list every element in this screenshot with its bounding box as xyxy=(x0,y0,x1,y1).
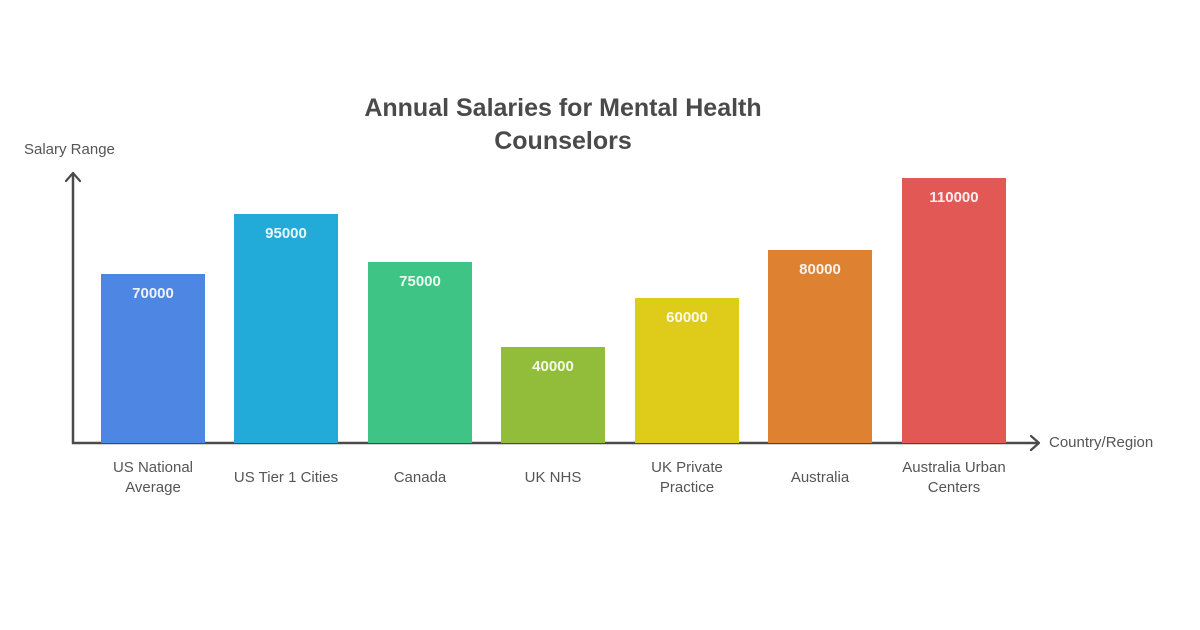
bar-value-label: 75000 xyxy=(399,273,441,290)
bar-us-tier-1-cities: 95000 xyxy=(234,214,338,443)
bar-value-label: 95000 xyxy=(265,225,307,242)
category-label: US Tier 1 Cities xyxy=(233,469,339,486)
bar-uk-private-practice: 60000 xyxy=(635,298,739,443)
bar-value-label: 70000 xyxy=(132,285,174,302)
chart-title: Annual Salaries for Mental Health Counse… xyxy=(330,92,796,158)
category-label: UK Private Practice xyxy=(651,459,723,496)
bar-australia: 80000 xyxy=(768,250,872,443)
category-label: Australia Urban Centers xyxy=(902,459,1006,496)
bar-value-label: 110000 xyxy=(929,189,979,206)
x-axis-arrow-icon xyxy=(1029,434,1041,452)
bar-value-label: 60000 xyxy=(666,309,708,326)
bar-uk-nhs: 40000 xyxy=(501,347,605,443)
bar-value-label: 40000 xyxy=(532,358,574,375)
category-label: Australia xyxy=(790,469,850,486)
chart-title-line-1: Annual Salaries for Mental Health xyxy=(364,94,762,122)
bar-canada: 75000 xyxy=(368,262,472,443)
category-label: Canada xyxy=(393,469,447,486)
category-label: US National Average xyxy=(112,459,194,496)
category-label: UK NHS xyxy=(524,469,582,486)
bar-us-national-average: 70000 xyxy=(101,274,205,443)
x-axis xyxy=(72,434,1041,452)
bar-value-label: 80000 xyxy=(799,261,841,278)
bar-australia-urban-centers: 110000 xyxy=(902,178,1006,443)
y-axis-arrow-icon xyxy=(64,171,82,183)
y-axis-label: Salary Range xyxy=(24,141,115,158)
chart-title-line-2: Counselors xyxy=(494,127,632,155)
y-axis xyxy=(64,171,82,444)
x-axis-label: Country/Region xyxy=(1049,434,1154,451)
